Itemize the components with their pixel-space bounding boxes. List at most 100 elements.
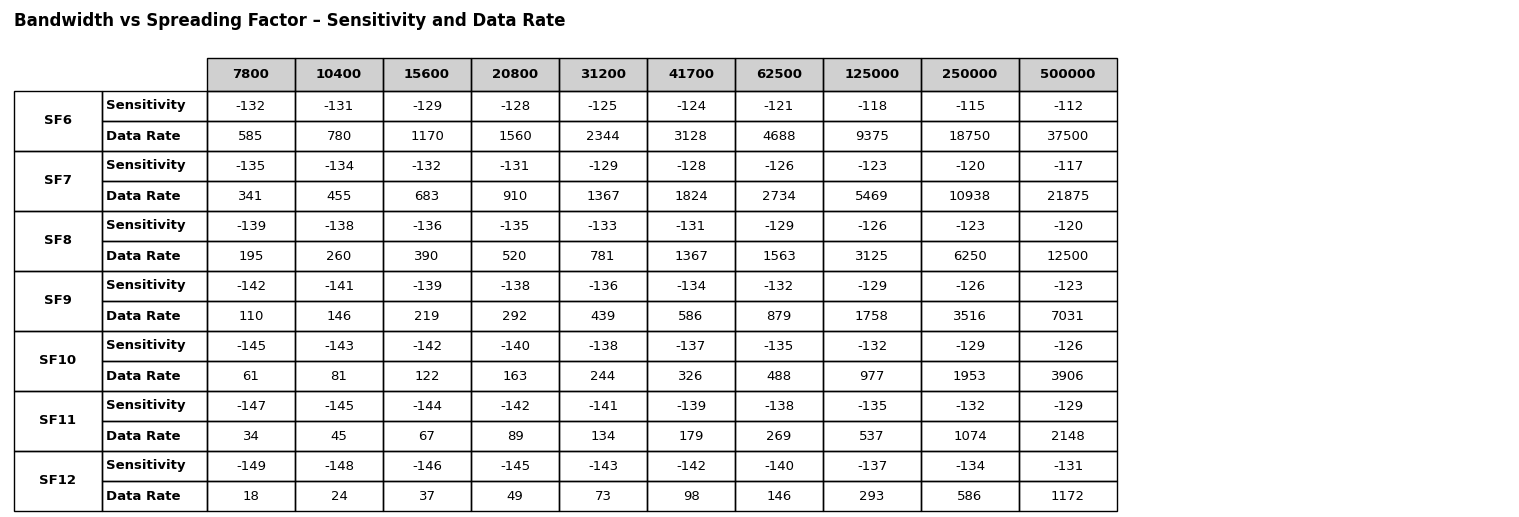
Text: 7800: 7800 bbox=[232, 68, 269, 81]
Text: 3128: 3128 bbox=[674, 129, 708, 143]
Text: 326: 326 bbox=[679, 370, 703, 383]
Text: -135: -135 bbox=[857, 400, 887, 413]
Bar bbox=[383, 181, 471, 211]
Bar bbox=[471, 421, 559, 451]
Bar bbox=[647, 121, 735, 151]
Bar bbox=[735, 271, 823, 301]
Bar bbox=[735, 181, 823, 211]
Bar bbox=[921, 451, 1019, 481]
Text: 37: 37 bbox=[419, 490, 436, 503]
Text: 586: 586 bbox=[679, 310, 703, 323]
Bar bbox=[647, 91, 735, 121]
Bar bbox=[383, 361, 471, 391]
Text: 21875: 21875 bbox=[1047, 190, 1089, 203]
Text: -132: -132 bbox=[412, 160, 442, 173]
Bar bbox=[823, 58, 921, 91]
Bar bbox=[102, 481, 207, 511]
Bar bbox=[102, 121, 207, 151]
Text: SF11: SF11 bbox=[39, 415, 76, 428]
Text: -140: -140 bbox=[764, 460, 794, 473]
Bar bbox=[471, 451, 559, 481]
Bar bbox=[559, 421, 647, 451]
Bar bbox=[295, 301, 383, 331]
Bar bbox=[383, 451, 471, 481]
Text: 341: 341 bbox=[238, 190, 264, 203]
Bar bbox=[921, 211, 1019, 241]
Bar bbox=[295, 271, 383, 301]
Bar bbox=[823, 211, 921, 241]
Bar bbox=[207, 421, 295, 451]
Bar bbox=[921, 121, 1019, 151]
Bar bbox=[471, 151, 559, 181]
Text: -145: -145 bbox=[500, 460, 530, 473]
Bar bbox=[735, 421, 823, 451]
Bar bbox=[295, 421, 383, 451]
Bar bbox=[647, 391, 735, 421]
Bar bbox=[1019, 481, 1116, 511]
Text: 1170: 1170 bbox=[410, 129, 444, 143]
Text: -138: -138 bbox=[500, 280, 530, 293]
Bar bbox=[823, 91, 921, 121]
Bar bbox=[102, 91, 207, 121]
Text: Sensitivity: Sensitivity bbox=[106, 460, 185, 473]
Bar bbox=[383, 211, 471, 241]
Bar bbox=[295, 151, 383, 181]
Text: 37500: 37500 bbox=[1047, 129, 1089, 143]
Text: 1953: 1953 bbox=[952, 370, 987, 383]
Bar bbox=[471, 181, 559, 211]
Text: 62500: 62500 bbox=[756, 68, 802, 81]
Bar bbox=[383, 241, 471, 271]
Bar bbox=[383, 121, 471, 151]
Text: -143: -143 bbox=[324, 340, 354, 353]
Bar bbox=[921, 271, 1019, 301]
Bar bbox=[295, 58, 383, 91]
Bar bbox=[471, 361, 559, 391]
Bar bbox=[823, 181, 921, 211]
Bar bbox=[207, 271, 295, 301]
Text: Data Rate: Data Rate bbox=[106, 250, 181, 263]
Bar bbox=[823, 91, 921, 121]
Bar bbox=[383, 211, 471, 241]
Bar bbox=[559, 361, 647, 391]
Bar bbox=[102, 391, 207, 421]
Bar bbox=[471, 121, 559, 151]
Text: 488: 488 bbox=[767, 370, 791, 383]
Bar bbox=[1019, 421, 1116, 451]
Text: Sensitivity: Sensitivity bbox=[106, 280, 185, 293]
Text: -121: -121 bbox=[764, 99, 794, 113]
Bar bbox=[207, 181, 295, 211]
Text: -120: -120 bbox=[955, 160, 984, 173]
Text: 6250: 6250 bbox=[952, 250, 987, 263]
Bar bbox=[102, 211, 207, 241]
Text: 41700: 41700 bbox=[668, 68, 714, 81]
Bar bbox=[921, 211, 1019, 241]
Bar bbox=[647, 151, 735, 181]
Bar bbox=[647, 151, 735, 181]
Bar bbox=[559, 58, 647, 91]
Bar bbox=[921, 58, 1019, 91]
Bar bbox=[102, 151, 207, 181]
Text: 67: 67 bbox=[419, 430, 436, 443]
Text: 1758: 1758 bbox=[855, 310, 889, 323]
Text: 134: 134 bbox=[591, 430, 615, 443]
Bar bbox=[735, 451, 823, 481]
Bar bbox=[295, 58, 383, 91]
Bar bbox=[1019, 361, 1116, 391]
Bar bbox=[471, 211, 559, 241]
Text: 20800: 20800 bbox=[492, 68, 538, 81]
Bar bbox=[559, 421, 647, 451]
Bar bbox=[823, 331, 921, 361]
Text: 1367: 1367 bbox=[674, 250, 708, 263]
Bar bbox=[1019, 481, 1116, 511]
Bar bbox=[102, 241, 207, 271]
Text: 110: 110 bbox=[238, 310, 264, 323]
Bar bbox=[735, 451, 823, 481]
Bar bbox=[559, 301, 647, 331]
Text: -137: -137 bbox=[857, 460, 887, 473]
Bar bbox=[14, 271, 102, 331]
Bar bbox=[823, 181, 921, 211]
Bar bbox=[471, 391, 559, 421]
Text: -126: -126 bbox=[764, 160, 794, 173]
Text: 780: 780 bbox=[327, 129, 351, 143]
Bar bbox=[383, 271, 471, 301]
